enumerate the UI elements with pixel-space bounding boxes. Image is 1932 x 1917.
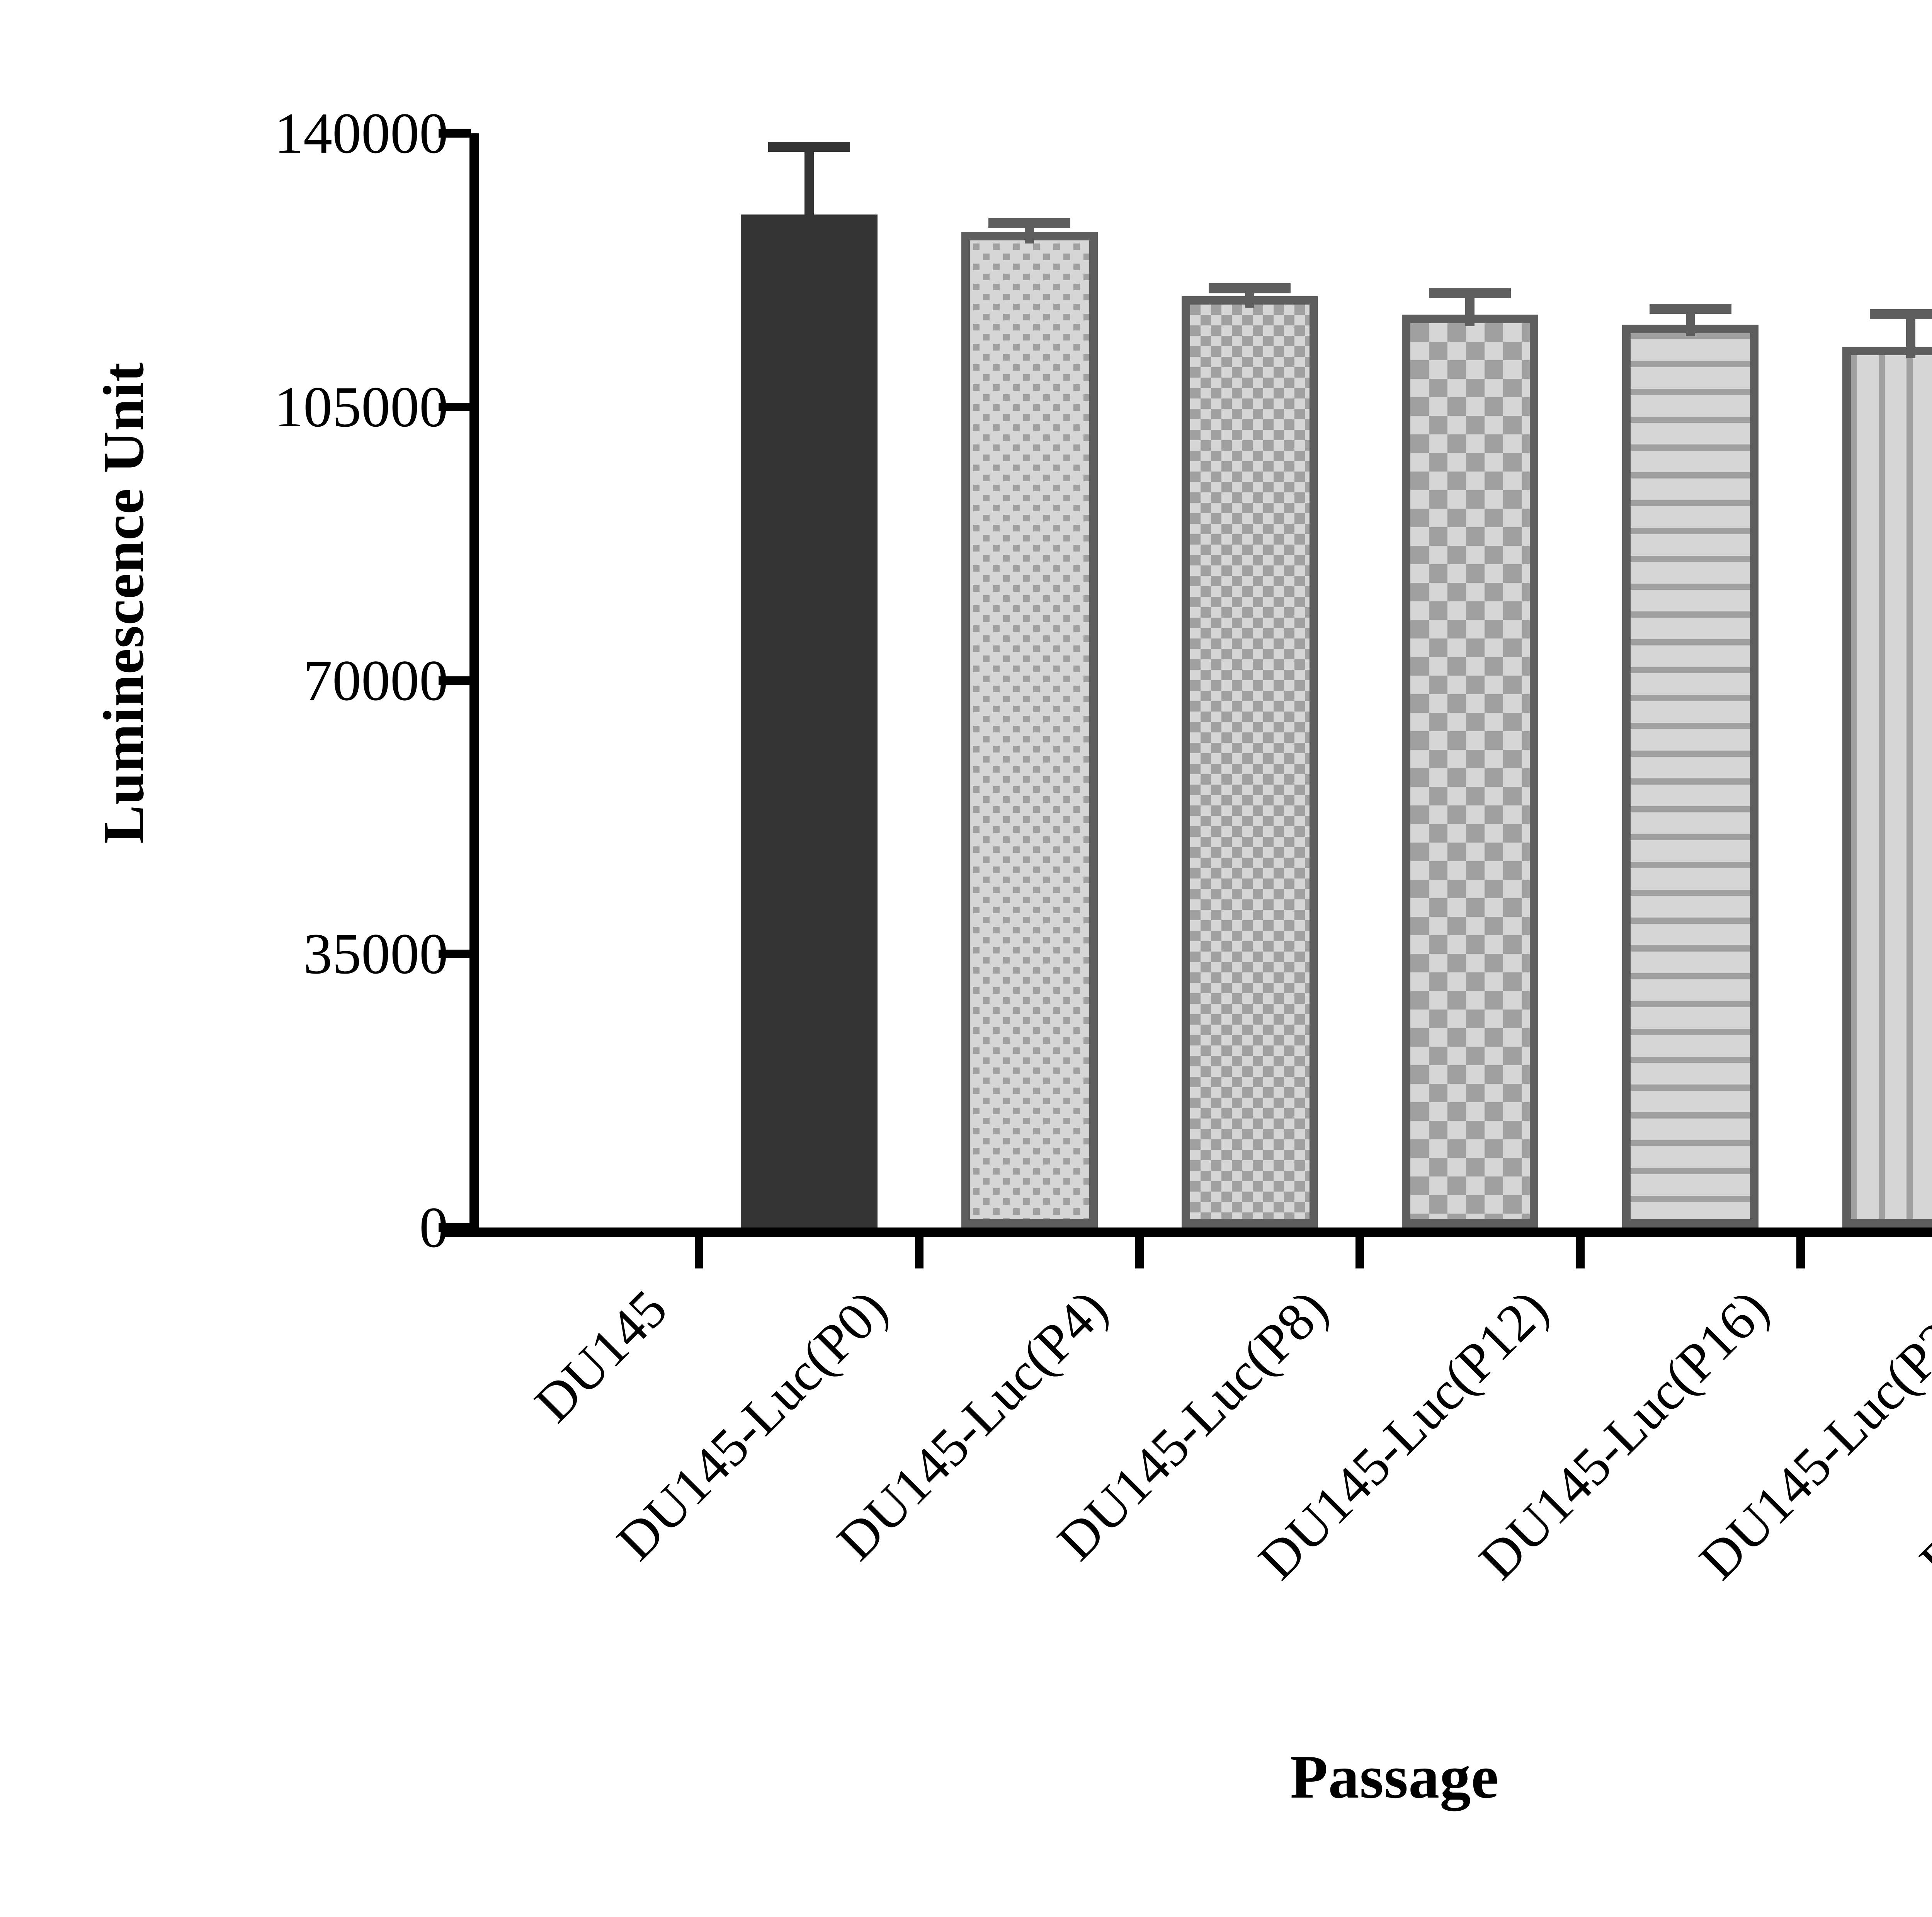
x-axis-line [444,1227,1932,1237]
bar [1401,315,1539,1227]
y-tick-mark [439,950,471,958]
error-bar-stem [804,142,814,226]
bar [1622,325,1759,1227]
y-axis-line [469,133,479,1237]
y-tick-label: 105000 [274,375,448,439]
error-bar-cap [1649,303,1731,314]
error-bar-cap [1209,283,1291,294]
error-bar-cap [1429,288,1511,298]
x-tick-label: DU145-Luc(P16) [1468,1279,1780,1591]
y-tick-mark [439,676,471,685]
x-tick-mark [1135,1236,1144,1268]
y-axis-tick-labels: 0 35000 70000 105000 140000 [147,0,448,1917]
x-tick-mark [915,1236,924,1268]
x-tick-label: DU145-Luc(P0) [605,1279,899,1572]
y-tick-label: 70000 [303,648,448,713]
error-bar-cap [1869,309,1932,319]
bar [961,232,1098,1227]
x-tick-label: DU145 [523,1279,679,1434]
y-tick-mark [439,402,471,411]
x-tick-label: DU145-Luc(P8) [1046,1279,1340,1572]
x-axis-title: Passage [1290,1742,1499,1811]
x-tick-mark [1576,1236,1585,1268]
bar [741,215,878,1227]
y-tick-label: 140000 [274,101,448,165]
x-tick-label: DU145-Luc(P12) [1247,1279,1560,1591]
y-tick-label: 35000 [303,922,448,986]
bar [1181,296,1318,1227]
bar [1842,347,1932,1227]
y-tick-mark [439,129,471,138]
x-tick-label: DU145-Luc(P4) [826,1279,1119,1572]
error-bar-cap [988,218,1071,228]
y-tick-mark [439,1223,471,1232]
x-tick-mark [1796,1236,1805,1268]
x-tick-mark [1355,1236,1364,1268]
error-bar-cap [768,142,850,152]
x-tick-mark [695,1236,704,1268]
